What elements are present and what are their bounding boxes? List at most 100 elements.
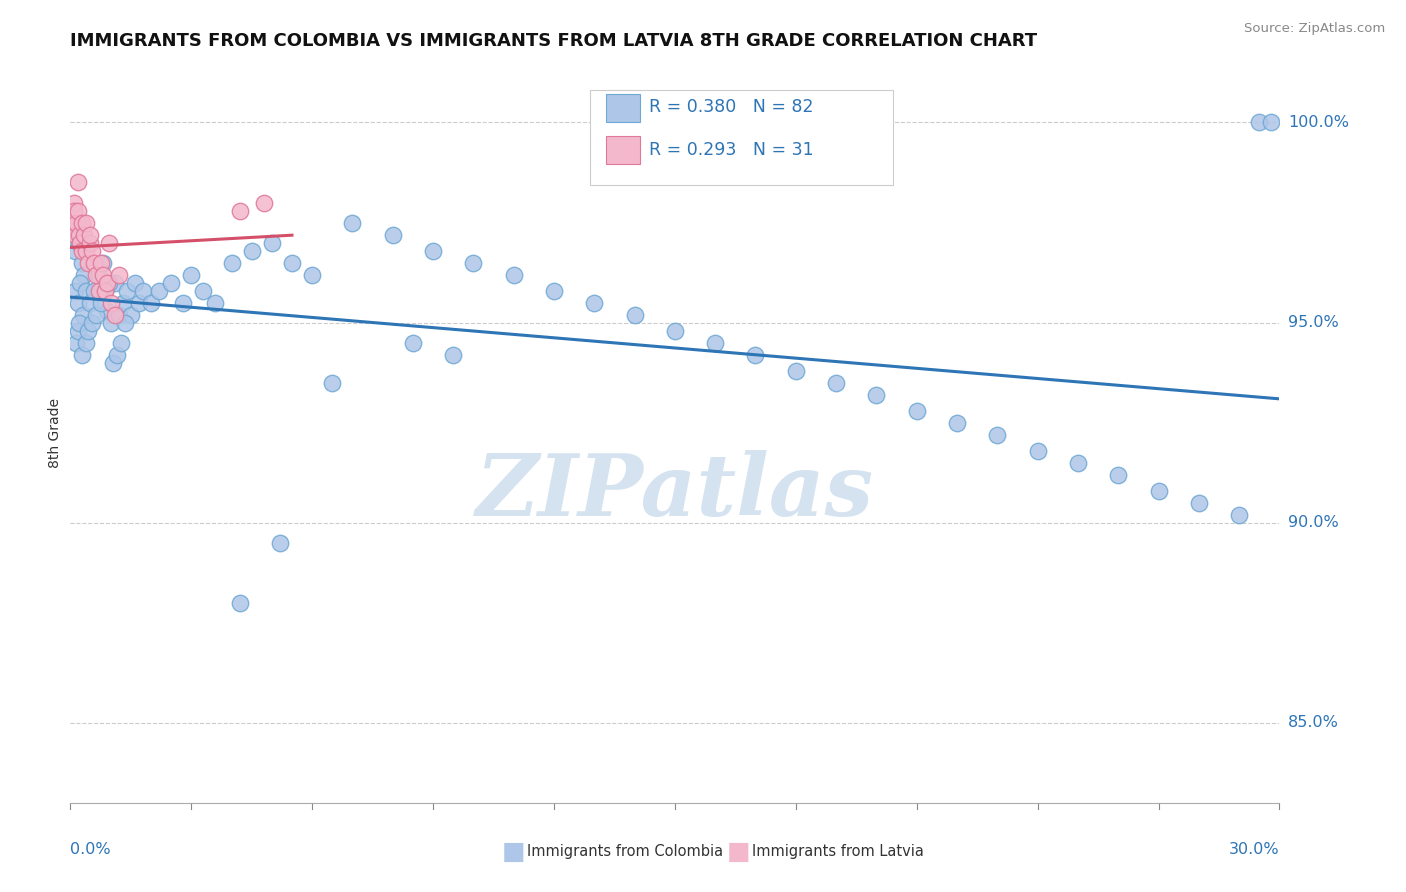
Point: [62, 195, 84, 210]
Text: Source: ZipAtlas.com: Source: ZipAtlas.com: [1244, 22, 1385, 36]
Point: [105, 348, 128, 362]
Point: [104, 308, 127, 322]
Bar: [606, 94, 640, 121]
Text: 0.0%: 0.0%: [70, 842, 111, 856]
Point: [86, 268, 108, 282]
Point: [73, 268, 96, 282]
Point: [148, 284, 170, 298]
Point: [70, 244, 93, 258]
Point: [66, 215, 89, 229]
Point: [75, 215, 97, 229]
Point: [83, 284, 105, 298]
Point: [93, 284, 115, 298]
Text: 95.0%: 95.0%: [1288, 315, 1339, 330]
Point: [65, 335, 87, 350]
Point: [79, 235, 101, 250]
Point: [104, 276, 127, 290]
Text: 85.0%: 85.0%: [1288, 715, 1339, 731]
Point: [100, 316, 122, 330]
Point: [90, 255, 111, 269]
Point: [905, 403, 928, 417]
Point: [744, 348, 766, 362]
Point: [825, 376, 848, 390]
Y-axis label: 8th Grade: 8th Grade: [48, 398, 62, 467]
Point: [260, 235, 283, 250]
Point: [321, 376, 343, 390]
Text: 30.0%: 30.0%: [1229, 842, 1279, 856]
Point: [60, 215, 83, 229]
Point: [69, 235, 91, 250]
Point: [75, 335, 97, 350]
Point: [228, 203, 250, 218]
Point: [1026, 443, 1049, 458]
Point: [342, 215, 364, 229]
Point: [66, 324, 89, 338]
Point: [441, 348, 464, 362]
Point: [66, 203, 89, 218]
Point: [91, 268, 114, 282]
Point: [1227, 508, 1250, 522]
Point: [463, 255, 485, 269]
Point: [281, 255, 304, 269]
Point: [62, 227, 84, 242]
Point: [67, 316, 90, 330]
Point: [193, 284, 215, 298]
Point: [986, 427, 1008, 442]
Text: ZIPatlas: ZIPatlas: [475, 450, 875, 533]
Point: [73, 227, 96, 242]
Text: IMMIGRANTS FROM COLOMBIA VS IMMIGRANTS FROM LATVIA 8TH GRADE CORRELATION CHART: IMMIGRANTS FROM COLOMBIA VS IMMIGRANTS F…: [70, 32, 1038, 50]
Point: [1260, 115, 1282, 129]
Point: [1147, 483, 1170, 498]
Point: [124, 276, 146, 290]
Text: R = 0.293   N = 31: R = 0.293 N = 31: [650, 141, 814, 159]
Point: [172, 295, 194, 310]
Point: [90, 295, 111, 310]
Point: [96, 303, 118, 318]
Point: [63, 284, 86, 298]
Text: ■: ■: [502, 840, 524, 863]
Point: [160, 276, 183, 290]
Point: [72, 308, 94, 322]
Point: [67, 227, 90, 242]
Point: [91, 255, 114, 269]
Point: [228, 596, 250, 610]
Point: [65, 215, 87, 229]
Point: [107, 308, 129, 322]
Text: Immigrants from Colombia: Immigrants from Colombia: [527, 845, 723, 859]
Point: [79, 227, 101, 242]
Point: [75, 244, 97, 258]
Point: [63, 227, 86, 242]
Point: [79, 295, 101, 310]
Point: [97, 235, 120, 250]
Point: [83, 255, 105, 269]
Point: [96, 276, 118, 290]
Point: [97, 276, 120, 290]
Point: [253, 195, 276, 210]
Point: [86, 308, 108, 322]
Text: R = 0.380   N = 82: R = 0.380 N = 82: [650, 98, 814, 116]
Point: [502, 268, 524, 282]
Point: [180, 268, 202, 282]
Point: [110, 335, 132, 350]
Point: [139, 295, 162, 310]
Point: [543, 284, 565, 298]
Point: [67, 176, 90, 190]
Point: [100, 295, 122, 310]
Point: [82, 316, 104, 330]
Point: [101, 355, 124, 369]
Text: 100.0%: 100.0%: [1288, 115, 1348, 130]
Point: [87, 268, 110, 282]
Point: [75, 284, 97, 298]
Point: [204, 295, 226, 310]
Point: [114, 316, 136, 330]
Point: [63, 244, 86, 258]
Point: [115, 284, 138, 298]
Point: [785, 363, 807, 377]
Point: [946, 416, 969, 430]
Point: [128, 295, 150, 310]
Text: ■: ■: [727, 840, 749, 863]
Point: [132, 284, 155, 298]
Point: [240, 244, 263, 258]
Point: [1188, 496, 1211, 510]
Point: [120, 308, 142, 322]
